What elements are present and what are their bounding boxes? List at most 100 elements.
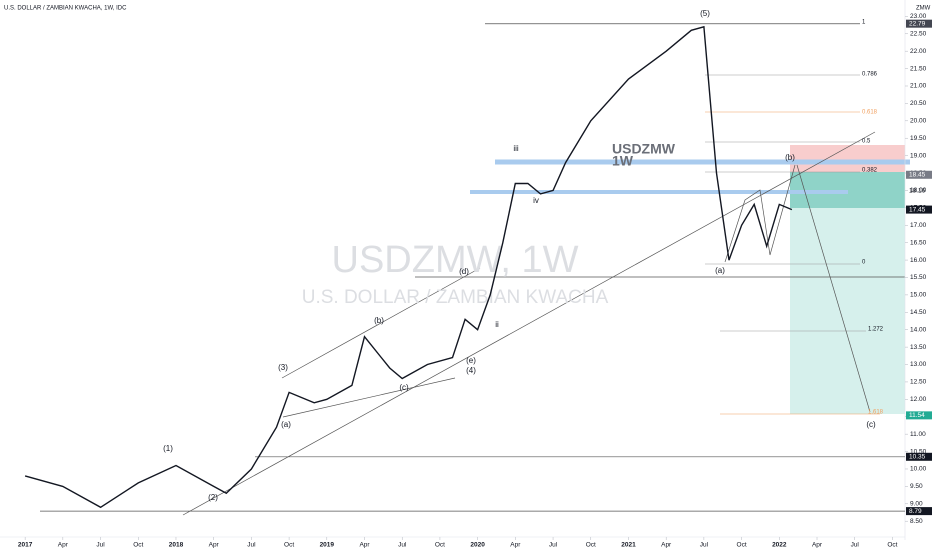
watermark-description: U.S. DOLLAR / ZAMBIAN KWACHA bbox=[302, 287, 609, 308]
x-tick-label: Jul bbox=[398, 542, 407, 549]
x-tick-label: Oct bbox=[737, 542, 747, 549]
wave-label: (b) bbox=[374, 316, 384, 325]
price-tag-label: 18.45 bbox=[909, 171, 926, 178]
wave-label: (a) bbox=[281, 420, 291, 429]
fib-label: 1.272 bbox=[868, 327, 884, 333]
x-tick-label: Apr bbox=[359, 542, 370, 549]
x-tick-label: Jul bbox=[549, 542, 558, 549]
x-tick-label: 2017 bbox=[18, 542, 33, 549]
projection-line bbox=[796, 164, 871, 413]
stop-zone bbox=[790, 145, 905, 172]
y-tick-label: 14.00 bbox=[910, 326, 927, 333]
x-tick-label: Oct bbox=[284, 542, 294, 549]
y-tick-label: 14.50 bbox=[910, 309, 927, 316]
y-tick-label: 20.00 bbox=[910, 118, 927, 125]
annotation: USDZMW bbox=[612, 141, 676, 157]
watermark-symbol: USDZMW, 1W bbox=[332, 239, 579, 281]
x-tick-label: Jul bbox=[851, 542, 860, 549]
y-tick-label: 21.50 bbox=[910, 65, 927, 72]
x-tick-label: Jul bbox=[700, 542, 709, 549]
fib-label: 0.786 bbox=[862, 72, 878, 78]
y-tick-label: 11.00 bbox=[910, 431, 926, 438]
y-tick-label: 10.00 bbox=[910, 466, 927, 473]
wave-label: (c) bbox=[866, 420, 876, 429]
x-tick-label: 2020 bbox=[470, 542, 485, 549]
wave-label: (3) bbox=[278, 363, 288, 372]
x-tick-label: 2021 bbox=[621, 542, 636, 549]
price-tag-label: 10.35 bbox=[909, 454, 926, 461]
wave-zigzag bbox=[724, 164, 796, 263]
y-tick-label: 18.00 bbox=[910, 187, 927, 194]
fib-label: 1.618 bbox=[868, 410, 884, 416]
price-line bbox=[24, 25, 793, 509]
y-tick-label: 13.50 bbox=[910, 344, 927, 351]
price-tag bbox=[906, 170, 932, 179]
price-tag bbox=[906, 411, 932, 420]
x-tick-label: Jul bbox=[96, 542, 105, 549]
channel-line bbox=[282, 377, 456, 418]
y-tick-label: 21.00 bbox=[910, 83, 927, 90]
y-tick-label: 16.50 bbox=[910, 239, 927, 246]
price-tag bbox=[906, 452, 932, 461]
wave-label: (a) bbox=[715, 266, 725, 275]
x-tick-label: 2019 bbox=[320, 542, 335, 549]
trend-line bbox=[182, 131, 876, 516]
x-tick-label: 2018 bbox=[169, 542, 184, 549]
y-tick-label: 16.00 bbox=[910, 257, 927, 264]
y-tick-label: 8.50 bbox=[910, 518, 923, 525]
y-tick-label: 9.50 bbox=[910, 483, 923, 490]
price-tag bbox=[906, 205, 932, 214]
x-tick-label: Apr bbox=[661, 542, 672, 549]
x-tick-label: Oct bbox=[435, 542, 445, 549]
y-tick-label: 13.00 bbox=[910, 361, 927, 368]
x-tick-label: Apr bbox=[812, 542, 823, 549]
price-tag-label: 11.54 bbox=[909, 412, 925, 419]
x-tick-label: Apr bbox=[58, 542, 69, 549]
x-tick-label: 2022 bbox=[772, 542, 787, 549]
x-tick-label: Apr bbox=[510, 542, 521, 549]
wave-label: (e) bbox=[466, 356, 476, 365]
fib-label: 0.618 bbox=[862, 110, 878, 116]
trend-lines bbox=[182, 131, 876, 516]
y-tick-label: 15.00 bbox=[910, 292, 927, 299]
price-tag bbox=[906, 507, 932, 516]
wave-label: (1) bbox=[163, 444, 173, 453]
y-tick-label: 19.00 bbox=[910, 152, 927, 159]
wave-label: ii bbox=[495, 320, 499, 329]
currency: ZMW bbox=[916, 6, 931, 12]
y-tick-label: 19.50 bbox=[910, 135, 927, 142]
y-tick-label: 12.50 bbox=[910, 379, 927, 386]
wave-label: (2) bbox=[208, 493, 218, 502]
fib-label: 0.382 bbox=[862, 168, 878, 174]
y-tick-label: 22.50 bbox=[910, 30, 927, 37]
annotation: 1W bbox=[612, 153, 634, 169]
wave-label: iv bbox=[533, 196, 539, 205]
fib-label: 0.5 bbox=[862, 139, 871, 145]
y-tick-label: 9.00 bbox=[910, 501, 923, 508]
x-tick-label: Apr bbox=[209, 542, 220, 549]
symbol-title: U.S. DOLLAR / ZAMBIAN KWACHA, 1W, IDC bbox=[4, 6, 127, 12]
fib-label: 0 bbox=[862, 260, 866, 266]
channel-line bbox=[281, 267, 481, 379]
wave-label: (b) bbox=[785, 153, 795, 162]
y-tick-label: 12.00 bbox=[910, 396, 927, 403]
price-tag-label: 8.79 bbox=[909, 508, 922, 515]
y-tick-label: 10.50 bbox=[910, 448, 927, 455]
y-tick-label: 22.00 bbox=[910, 48, 927, 55]
wave-label: (d) bbox=[459, 267, 469, 276]
y-tick-label: 23.00 bbox=[910, 13, 927, 20]
wave-label: iii bbox=[513, 144, 519, 153]
x-tick-label: Jul bbox=[247, 542, 256, 549]
y-tick-label: 20.50 bbox=[910, 100, 927, 107]
x-tick-label: Oct bbox=[133, 542, 143, 549]
price-tag-label: 17.45 bbox=[909, 206, 926, 213]
price-tag bbox=[906, 19, 932, 28]
wave-label: (5) bbox=[700, 9, 710, 18]
y-tick-label: 15.50 bbox=[910, 274, 927, 281]
fib-label: 1 bbox=[862, 20, 866, 26]
y-tick-label: 17.00 bbox=[910, 222, 927, 229]
wave-label: (4) bbox=[466, 366, 476, 375]
x-tick-label: Oct bbox=[586, 542, 596, 549]
price-tag-label: 18.16 bbox=[909, 188, 926, 195]
